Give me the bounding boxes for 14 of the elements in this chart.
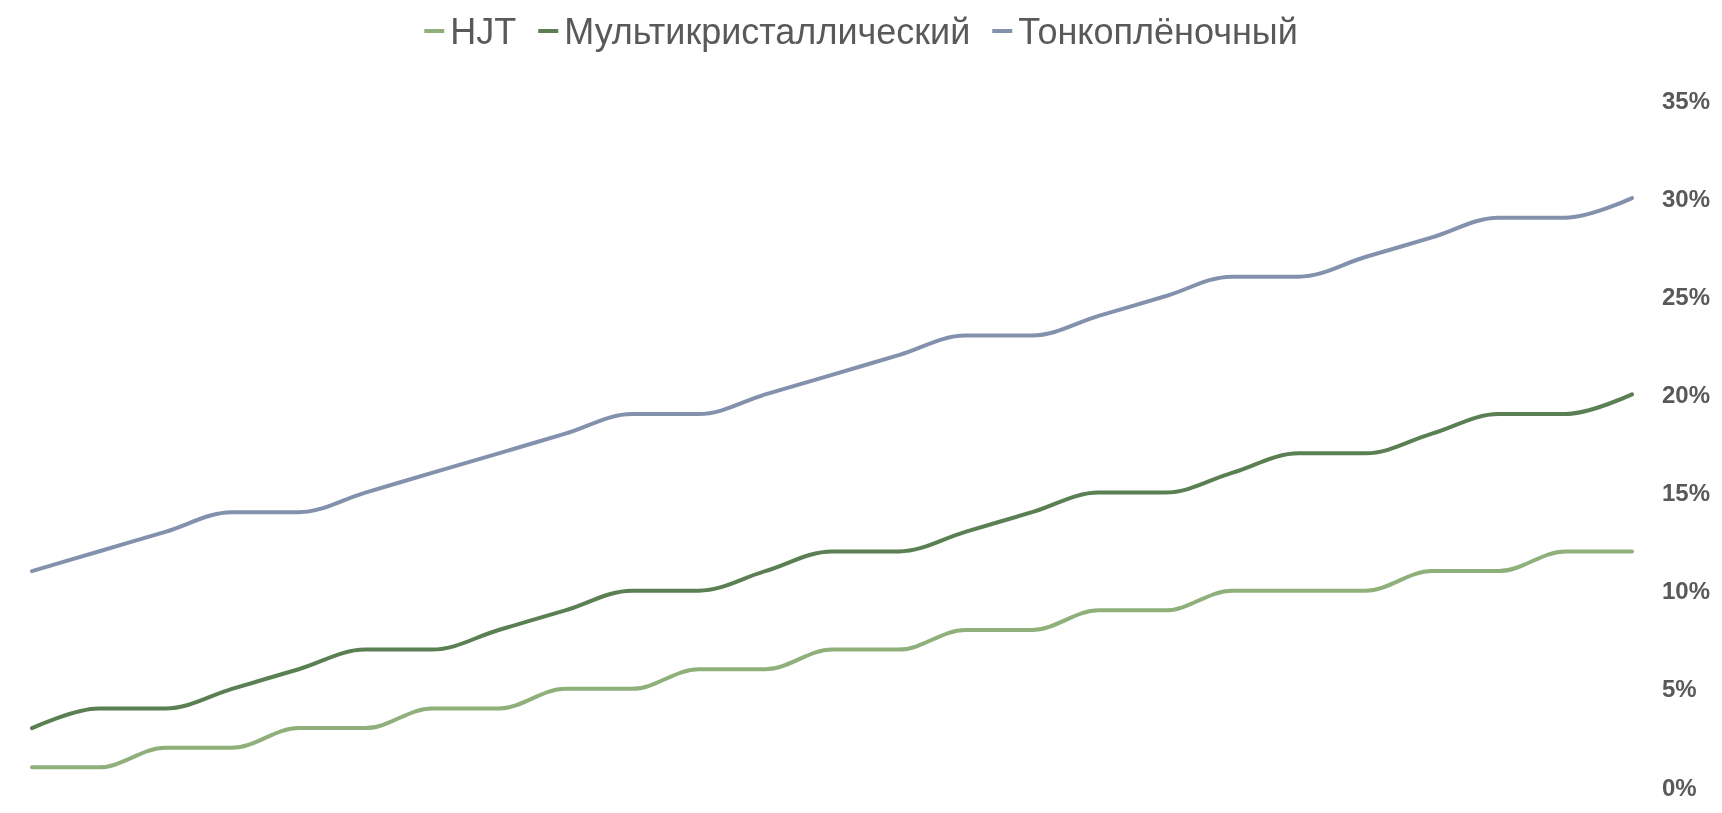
- y-tick-label: 0%: [1662, 773, 1697, 801]
- y-tick-label: 30%: [1662, 184, 1711, 212]
- legend-label: Мультикристаллический: [564, 10, 971, 52]
- legend-label: HJT: [450, 10, 517, 52]
- y-tick-label: 25%: [1662, 282, 1711, 310]
- line-series: [30, 392, 1634, 731]
- y-tick-label: 15%: [1662, 479, 1711, 507]
- y-tick-label: 20%: [1662, 380, 1711, 408]
- y-tick-label: 5%: [1662, 675, 1697, 703]
- line-series: [30, 549, 1634, 770]
- y-tick-label: 10%: [1662, 577, 1711, 605]
- line-series: [30, 196, 1634, 574]
- legend-label: Тонкоплёночный: [1018, 10, 1298, 52]
- y-tick-label: 35%: [1662, 86, 1711, 114]
